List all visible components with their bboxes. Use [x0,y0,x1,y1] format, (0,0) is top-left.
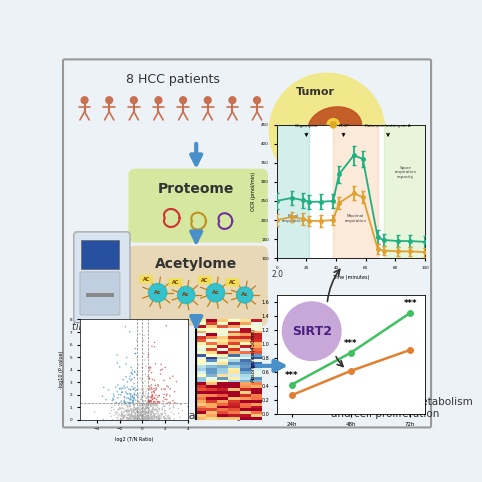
Text: Acetylome: Acetylome [155,257,237,271]
Circle shape [155,97,162,104]
FancyBboxPatch shape [169,278,182,286]
Circle shape [269,73,385,189]
Circle shape [180,97,187,104]
Circle shape [81,97,88,104]
Circle shape [282,302,341,361]
Circle shape [237,287,253,303]
FancyBboxPatch shape [139,275,153,283]
FancyBboxPatch shape [128,246,268,326]
Bar [86,293,114,297]
FancyBboxPatch shape [128,169,268,242]
Text: SIRT2: SIRT2 [292,325,332,338]
Text: AC: AC [201,278,208,283]
Text: 2.0: 2.0 [271,270,283,280]
Text: AC: AC [172,280,179,285]
Circle shape [327,119,339,131]
Circle shape [330,122,336,128]
Text: Regulation of cellular metabolism
and cell proliferation: Regulation of cellular metabolism and ce… [297,397,473,419]
Circle shape [148,283,167,302]
Text: Normal
adjacent tissue: Normal adjacent tissue [296,143,365,162]
Text: Ac: Ac [154,290,161,295]
Ellipse shape [308,107,362,147]
Text: Ac: Ac [212,290,219,295]
Text: AC: AC [143,277,150,282]
Text: Ac: Ac [241,293,248,297]
Text: Proteome: Proteome [158,182,234,196]
Text: timsTOF pro: timsTOF pro [71,322,132,333]
Text: 8 HCC patients: 8 HCC patients [126,73,220,86]
FancyBboxPatch shape [74,232,130,323]
Text: Tumor: Tumor [296,88,335,97]
Text: Bioinformatic analysis: Bioinformatic analysis [134,411,258,421]
Circle shape [206,283,225,302]
FancyBboxPatch shape [80,241,119,269]
Ellipse shape [343,124,365,146]
Text: AC: AC [229,280,236,285]
Circle shape [177,286,195,304]
Circle shape [229,97,236,104]
Circle shape [254,97,260,104]
Circle shape [204,97,211,104]
FancyBboxPatch shape [226,278,240,286]
FancyBboxPatch shape [63,59,431,428]
FancyBboxPatch shape [198,276,212,284]
FancyBboxPatch shape [80,272,120,315]
Text: Ac: Ac [183,293,190,297]
Circle shape [106,97,113,104]
Circle shape [131,97,137,104]
